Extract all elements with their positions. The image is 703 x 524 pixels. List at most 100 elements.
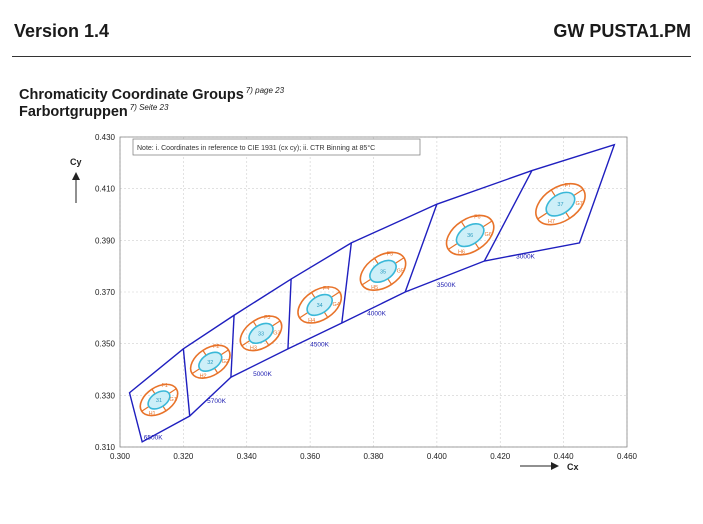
bin-ellipses	[535, 182, 586, 226]
bin-label: F3	[264, 315, 270, 321]
bin-label: F7	[565, 183, 571, 189]
section-title-de: Farbortgruppen 7) Seite 23	[19, 103, 168, 120]
note-box: Note: i. Coordinates in reference to CIE…	[132, 138, 421, 156]
bin-ellipses	[189, 344, 231, 379]
bin-label: G7	[576, 201, 583, 207]
cct-label: 5000K	[253, 371, 272, 378]
bin-label: H3	[250, 346, 257, 352]
cct-divider	[287, 279, 292, 349]
y-axis-arrow-head	[72, 172, 80, 180]
cct-group-4000k: F5 35 G5 H5 4000K	[359, 251, 407, 317]
cct-group-3500k: F6 36 G6 H6 3500K	[437, 214, 495, 289]
section-title-de-text: Farbortgruppen	[19, 104, 128, 120]
cct-divider	[341, 242, 353, 324]
x-axis-arrow-head	[551, 462, 559, 470]
y-tick-label: 0.430	[95, 133, 116, 142]
bin-label: G5	[397, 268, 404, 274]
y-axis-label: Cy	[70, 157, 82, 167]
outer-bin-ellipse	[445, 214, 495, 256]
inner-bin-ellipse	[306, 293, 333, 317]
x-tick-label: 0.360	[300, 452, 321, 461]
y-tick-label: 0.330	[95, 391, 116, 400]
y-tick-label: 0.370	[95, 288, 116, 297]
bin-label-center: 35	[380, 269, 386, 275]
x-tick-label: 0.300	[110, 452, 131, 461]
bin-label: G4	[332, 302, 339, 308]
y-tick-label: 0.390	[95, 236, 116, 245]
inner-bin-ellipse	[147, 390, 171, 410]
outer-bin-ellipse	[139, 383, 179, 417]
document-version: Version 1.4	[14, 21, 110, 41]
cct-label: 5700K	[207, 398, 226, 405]
bin-label: G2	[222, 359, 229, 365]
inner-bin-ellipse	[455, 223, 485, 248]
x-tick-label: 0.380	[363, 452, 384, 461]
cct-label: 3000K	[516, 253, 535, 260]
x-axis-label: Cx	[567, 462, 579, 472]
cct-divider	[483, 170, 533, 262]
section-title-de-ref: 7) Seite 23	[129, 103, 169, 112]
cct-divider	[230, 315, 235, 378]
ansi-outline	[128, 143, 616, 443]
y-tick-label: 0.410	[95, 185, 116, 194]
grid-lines	[119, 136, 628, 448]
bin-ellipses	[239, 315, 283, 352]
bin-label: H7	[548, 219, 555, 225]
cct-group-5000k: F3 33 G3 H3 5000K	[239, 315, 283, 378]
bin-label: H4	[308, 318, 315, 324]
y-tick-label: 0.350	[95, 340, 116, 349]
cct-label: 3500K	[437, 282, 456, 289]
cct-group-5700k: F2 32 G2 H2 5700K	[189, 344, 231, 405]
product-code: GW PUSTA1.PM	[553, 21, 691, 41]
plot-frame	[119, 136, 628, 448]
header-rule	[12, 56, 691, 57]
y-tick-label: 0.310	[95, 443, 116, 452]
cct-label: 4000K	[367, 310, 386, 317]
bin-label: H1	[149, 411, 156, 417]
cct-label: 4500K	[310, 341, 329, 348]
bin-label: H6	[458, 249, 465, 255]
cct-group-3000k: F7 37 G7 H7 3000K	[516, 182, 586, 260]
bin-label-center: 34	[317, 303, 323, 309]
cct-group-4500k: F4 34 G4 H4 4500K	[297, 286, 343, 348]
cct-divider	[404, 203, 438, 293]
bin-label-center: 33	[258, 331, 264, 337]
note-text: Note: i. Coordinates in reference to CIE…	[137, 144, 375, 152]
section-title-en: Chromaticity Coordinate Groups 7) page 23	[19, 86, 284, 103]
bin-label: F6	[474, 215, 480, 221]
x-tick-label: 0.340	[237, 452, 258, 461]
x-tick-label: 0.320	[173, 452, 194, 461]
bin-label: G1	[170, 397, 177, 403]
inner-bin-ellipse	[545, 191, 576, 217]
inner-bin-ellipse	[198, 351, 223, 372]
bin-label-center: 37	[557, 202, 563, 208]
bin-ellipses	[445, 214, 495, 256]
bin-label: H5	[371, 285, 378, 291]
cct-label: 6500K	[144, 434, 163, 441]
x-tick-label: 0.400	[427, 452, 448, 461]
bin-label-center: 31	[156, 398, 162, 404]
x-tick-label: 0.460	[617, 452, 638, 461]
cct-divider	[182, 348, 191, 417]
inner-bin-ellipse	[248, 322, 274, 345]
bin-ellipses	[359, 251, 407, 292]
inner-bin-ellipse	[369, 259, 397, 283]
bin-label: F1	[161, 383, 167, 389]
cct-group-6500k: F1 31 G1 H1 6500K	[139, 383, 179, 441]
bin-label: F2	[213, 344, 219, 350]
bin-ellipses	[297, 286, 343, 324]
bin-label: H2	[200, 373, 207, 379]
bin-label: G3	[273, 330, 280, 336]
bin-label-center: 32	[207, 360, 213, 366]
section-title-en-text: Chromaticity Coordinate Groups	[19, 87, 244, 103]
bin-label-center: 36	[467, 233, 473, 239]
x-tick-label: 0.420	[490, 452, 511, 461]
bin-label: F4	[323, 286, 329, 292]
bin-label: F5	[387, 251, 393, 257]
section-title-en-ref: 7) page 23	[245, 86, 285, 95]
note-frame	[132, 138, 421, 156]
bin-label: G6	[484, 232, 491, 238]
bin-ellipses	[139, 383, 179, 417]
x-tick-label: 0.440	[554, 452, 575, 461]
